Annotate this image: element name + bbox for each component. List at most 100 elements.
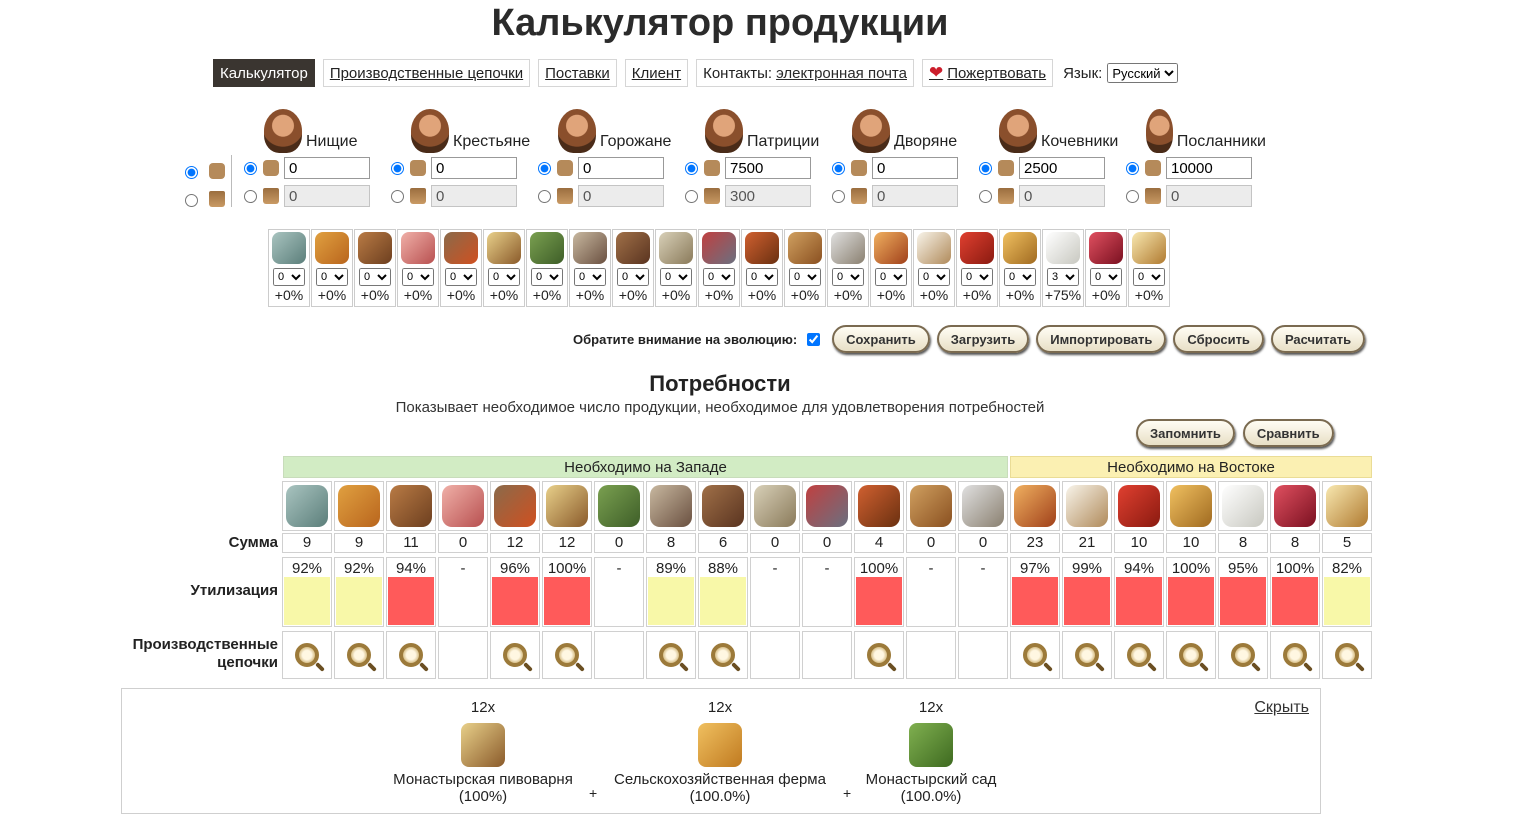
chain-cell[interactable] — [1010, 631, 1060, 679]
evolution-checkbox[interactable] — [807, 332, 821, 346]
chain-cell[interactable] — [1062, 631, 1112, 679]
residents-input[interactable] — [578, 157, 664, 179]
magnifier-icon[interactable] — [659, 643, 683, 667]
bonus-level-select[interactable]: 0 — [961, 268, 993, 286]
bonus-level-select[interactable]: 0 — [402, 268, 434, 286]
residents-input[interactable] — [1019, 157, 1105, 179]
houses-input[interactable] — [1166, 185, 1252, 207]
residents-radio[interactable] — [244, 161, 257, 175]
residents-input[interactable] — [284, 157, 370, 179]
residents-radio[interactable] — [538, 161, 551, 175]
chain-cell[interactable] — [282, 631, 332, 679]
bonus-level-select[interactable]: 0 — [316, 268, 348, 286]
houses-input[interactable] — [284, 185, 370, 207]
remember-button[interactable]: Запомнить — [1136, 419, 1235, 447]
import-button[interactable]: Импортировать — [1036, 325, 1167, 353]
houses-radio[interactable] — [391, 189, 404, 203]
houses-radio[interactable] — [538, 189, 551, 203]
mode-residents-radio[interactable] — [185, 166, 198, 179]
residents-radio[interactable] — [979, 161, 992, 175]
bonus-level-select[interactable]: 0 — [918, 268, 950, 286]
bonus-level-select[interactable]: 0 — [746, 268, 778, 286]
houses-radio[interactable] — [244, 189, 257, 203]
residents-input[interactable] — [725, 157, 811, 179]
nav-deliveries[interactable]: Поставки — [538, 59, 617, 87]
hide-link[interactable]: Скрыть — [1254, 699, 1309, 716]
bonus-level-select[interactable]: 0 — [1133, 268, 1165, 286]
chain-cell[interactable] — [1270, 631, 1320, 679]
magnifier-icon[interactable] — [1231, 643, 1255, 667]
magnifier-icon[interactable] — [1127, 643, 1151, 667]
nav-client[interactable]: Клиент — [624, 59, 689, 87]
save-button[interactable]: Сохранить — [832, 325, 930, 353]
magnifier-icon[interactable] — [1179, 643, 1203, 667]
util-cell: - — [750, 557, 800, 627]
chain-cell[interactable] — [698, 631, 748, 679]
load-button[interactable]: Загрузить — [936, 325, 1030, 353]
bonus-level-select[interactable]: 0 — [703, 268, 735, 286]
magnifier-icon[interactable] — [867, 643, 891, 667]
bonus-level-select[interactable]: 0 — [789, 268, 821, 286]
houses-input[interactable] — [725, 185, 811, 207]
bonus-level-select[interactable]: 0 — [660, 268, 692, 286]
nav-production-chains[interactable]: Производственные цепочки — [322, 59, 531, 87]
bonus-level-select[interactable]: 3 — [1047, 268, 1079, 286]
chain-cell[interactable] — [386, 631, 436, 679]
chain-cell[interactable] — [1166, 631, 1216, 679]
bonus-level-select[interactable]: 0 — [875, 268, 907, 286]
residents-input[interactable] — [872, 157, 958, 179]
magnifier-icon[interactable] — [347, 643, 371, 667]
magnifier-icon[interactable] — [555, 643, 579, 667]
calculate-button[interactable]: Расчитать — [1270, 325, 1366, 353]
magnifier-icon[interactable] — [711, 643, 735, 667]
chain-cell[interactable] — [646, 631, 696, 679]
chain-cell[interactable] — [854, 631, 904, 679]
chain-cell[interactable] — [490, 631, 540, 679]
houses-input[interactable] — [1019, 185, 1105, 207]
language-select[interactable]: Русский — [1107, 63, 1179, 83]
magnifier-icon[interactable] — [295, 643, 319, 667]
residents-radio[interactable] — [1126, 161, 1139, 175]
chain-cell[interactable] — [334, 631, 384, 679]
bonus-level-select[interactable]: 0 — [273, 268, 305, 286]
residents-radio[interactable] — [685, 161, 698, 175]
bonus-level-select[interactable]: 0 — [445, 268, 477, 286]
chain-cell[interactable] — [1114, 631, 1164, 679]
nav-donate[interactable]: ❤ Пожертвовать — [921, 59, 1054, 87]
magnifier-icon[interactable] — [1335, 643, 1359, 667]
houses-input[interactable] — [431, 185, 517, 207]
magnifier-icon[interactable] — [1023, 643, 1047, 667]
bonus-level-select[interactable]: 0 — [1004, 268, 1036, 286]
chain-cell[interactable] — [1218, 631, 1268, 679]
bonus-level-select[interactable]: 0 — [617, 268, 649, 286]
email-link[interactable]: электронная почта — [776, 64, 907, 82]
magnifier-icon[interactable] — [1075, 643, 1099, 667]
bonus-level-select[interactable]: 0 — [1090, 268, 1122, 286]
bonus-level-select[interactable]: 0 — [832, 268, 864, 286]
bonus-level-select[interactable]: 0 — [574, 268, 606, 286]
goods-bonus-item: 0 +0% — [698, 229, 740, 307]
magnifier-icon[interactable] — [399, 643, 423, 667]
chain-cell[interactable] — [1322, 631, 1372, 679]
chain-cell[interactable] — [542, 631, 592, 679]
bonus-level-select[interactable]: 0 — [359, 268, 391, 286]
magnifier-icon[interactable] — [503, 643, 527, 667]
houses-input[interactable] — [578, 185, 664, 207]
residents-input[interactable] — [431, 157, 517, 179]
residents-input[interactable] — [1166, 157, 1252, 179]
houses-radio[interactable] — [685, 189, 698, 203]
need-icon-cell — [1322, 481, 1372, 531]
nav-calculator[interactable]: Калькулятор — [213, 59, 315, 87]
bonus-level-select[interactable]: 0 — [488, 268, 520, 286]
residents-radio[interactable] — [832, 161, 845, 175]
houses-radio[interactable] — [832, 189, 845, 203]
houses-radio[interactable] — [1126, 189, 1139, 203]
houses-radio[interactable] — [979, 189, 992, 203]
mode-houses-radio[interactable] — [185, 194, 198, 207]
residents-radio[interactable] — [391, 161, 404, 175]
houses-input[interactable] — [872, 185, 958, 207]
magnifier-icon[interactable] — [1283, 643, 1307, 667]
bonus-level-select[interactable]: 0 — [531, 268, 563, 286]
reset-button[interactable]: Сбросить — [1173, 325, 1264, 353]
compare-button[interactable]: Сравнить — [1242, 419, 1334, 447]
